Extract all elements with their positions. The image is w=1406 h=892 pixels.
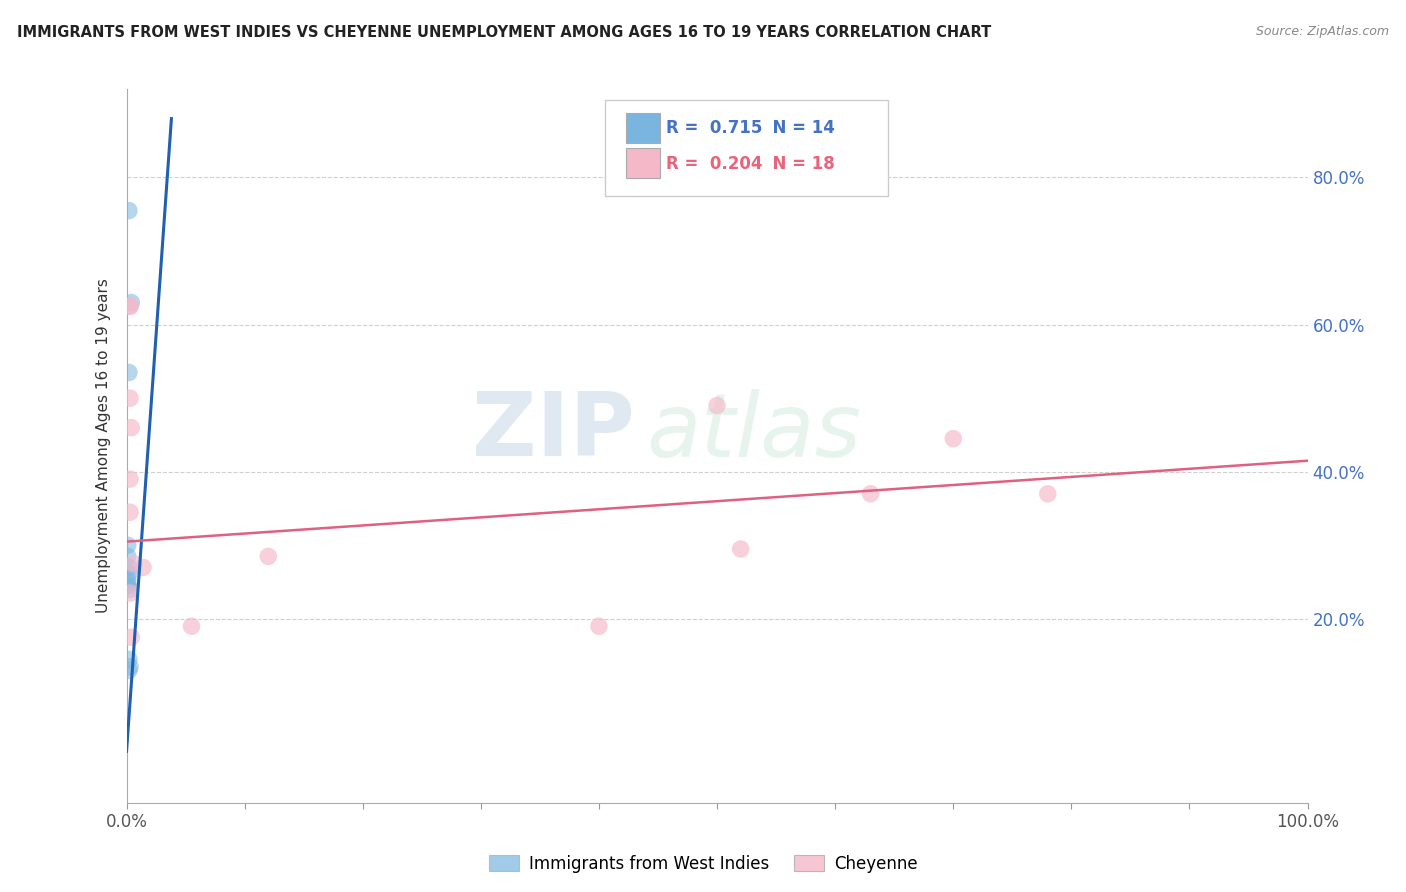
Point	[120, 299, 142, 313]
FancyBboxPatch shape	[626, 112, 661, 143]
Point	[118, 664, 141, 678]
Point	[730, 541, 752, 556]
Point	[118, 652, 141, 666]
Point	[588, 619, 610, 633]
Point	[120, 659, 142, 673]
Point	[942, 432, 965, 446]
FancyBboxPatch shape	[626, 148, 661, 178]
Point	[1036, 487, 1059, 501]
Point	[859, 487, 882, 501]
Point	[118, 566, 141, 581]
Text: R =  0.204: R = 0.204	[666, 155, 763, 173]
Point	[117, 579, 139, 593]
Point	[117, 549, 139, 564]
Point	[120, 391, 142, 405]
Point	[120, 299, 142, 313]
Point	[180, 619, 202, 633]
Point	[120, 295, 142, 310]
Point	[706, 399, 728, 413]
Point	[120, 586, 142, 600]
Text: ZIP: ZIP	[471, 388, 634, 475]
Point	[120, 472, 142, 486]
Point	[132, 560, 155, 574]
Point	[257, 549, 280, 564]
Text: R =  0.715: R = 0.715	[666, 120, 762, 137]
Text: IMMIGRANTS FROM WEST INDIES VS CHEYENNE UNEMPLOYMENT AMONG AGES 16 TO 19 YEARS C: IMMIGRANTS FROM WEST INDIES VS CHEYENNE …	[17, 25, 991, 40]
Point	[117, 571, 139, 585]
Y-axis label: Unemployment Among Ages 16 to 19 years: Unemployment Among Ages 16 to 19 years	[96, 278, 111, 614]
Point	[118, 366, 141, 380]
Point	[120, 420, 142, 434]
FancyBboxPatch shape	[605, 100, 889, 196]
Point	[120, 582, 142, 597]
Point	[118, 560, 141, 574]
Point	[122, 557, 145, 571]
Text: atlas: atlas	[647, 389, 860, 475]
Point	[117, 538, 139, 552]
Point	[118, 203, 141, 218]
Point	[120, 630, 142, 644]
Legend: Immigrants from West Indies, Cheyenne: Immigrants from West Indies, Cheyenne	[482, 848, 924, 880]
Text: Source: ZipAtlas.com: Source: ZipAtlas.com	[1256, 25, 1389, 38]
Point	[117, 575, 139, 590]
Text: N = 14: N = 14	[761, 120, 835, 137]
Point	[120, 505, 142, 519]
Text: N = 18: N = 18	[761, 155, 835, 173]
